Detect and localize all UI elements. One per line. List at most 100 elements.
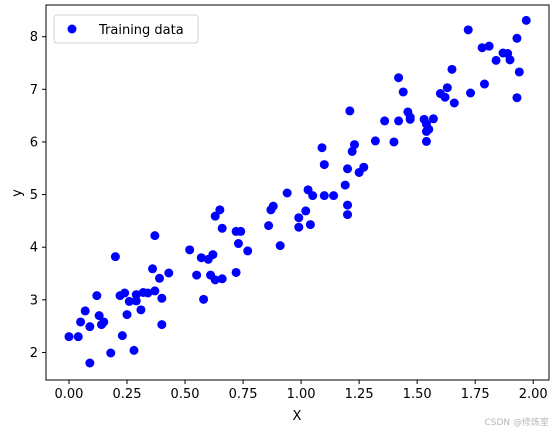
data-points [64,15,531,368]
data-point [99,317,109,327]
data-point [110,252,120,262]
data-point [92,291,102,301]
data-point [308,191,318,201]
data-point [233,239,243,249]
data-point [345,106,355,116]
data-point [106,348,116,358]
watermark-text: CSDN @修炼室 [484,416,549,428]
data-point [282,188,292,198]
x-tick-label: 0.50 [171,387,200,402]
data-point [264,221,274,231]
data-point [421,136,431,146]
data-point [405,114,415,124]
data-point [477,43,487,53]
data-point [347,146,357,156]
data-point [343,210,353,220]
data-point [394,73,404,83]
data-point [449,98,459,108]
data-point [319,160,329,170]
data-point [217,223,227,233]
data-point [122,310,132,320]
data-point [64,332,74,342]
data-point [359,162,369,172]
data-point [319,191,329,201]
data-point [294,213,304,223]
data-point [512,93,522,103]
data-point [131,290,141,300]
data-point [317,143,327,153]
data-point [505,55,515,65]
data-point [76,317,86,327]
data-point [343,164,353,174]
data-point [343,200,353,210]
data-point [268,201,278,211]
data-point [340,180,350,190]
data-point [73,332,83,342]
data-point [398,87,408,97]
data-point [124,296,134,306]
data-point [143,288,153,298]
data-point [329,191,339,201]
data-point [442,83,452,93]
x-tick-label: 0.00 [55,387,84,402]
data-point [215,205,225,215]
legend: Training data [53,14,199,44]
x-tick-label: 1.00 [287,387,316,402]
data-point [120,288,130,298]
data-point [301,206,311,216]
data-point [394,116,404,126]
data-point [463,25,473,35]
x-tick-label: 0.25 [113,387,142,402]
data-point [370,136,380,146]
legend-box [53,14,199,44]
data-point [150,231,160,241]
data-point [192,270,202,280]
y-tick-label: 2 [30,346,38,361]
data-point [275,241,285,251]
data-point [155,273,165,283]
data-point [484,41,494,51]
data-point [150,286,160,296]
data-point [210,211,220,221]
data-point [349,140,359,150]
data-point [512,33,522,43]
data-point [129,345,139,355]
data-point [447,64,457,74]
legend-marker [67,24,77,34]
data-point [424,124,434,134]
data-point [294,222,304,232]
x-tick-label: 2.00 [519,387,548,402]
y-axis-label: y [10,189,25,197]
y-tick-label: 8 [30,30,38,45]
y-tick-label: 5 [30,188,38,203]
data-point [440,92,450,102]
data-point [117,331,127,341]
data-point [514,67,524,77]
data-point [479,79,489,89]
legend-label: Training data [98,23,184,38]
data-point [305,220,315,230]
x-axis-ticks: 0.00 0.25 0.50 0.75 1.00 1.25 1.50 1.75 2.00 [55,380,548,402]
data-point [466,88,476,98]
data-point [131,296,141,306]
x-axis-label: X [293,409,302,424]
data-point [380,116,390,126]
data-point [428,114,438,124]
plot-area [46,5,549,380]
data-point [80,306,90,316]
y-tick-label: 4 [30,241,38,256]
data-point [85,322,95,332]
data-point [210,275,220,285]
data-point [236,226,246,236]
data-point [217,274,227,284]
y-tick-label: 3 [30,293,38,308]
data-point [157,293,167,303]
data-point [231,267,241,277]
data-point [208,250,218,260]
data-point [157,320,167,330]
y-axis-ticks: 2 3 4 5 6 7 8 [30,30,46,361]
data-point [389,137,399,147]
data-point [243,246,253,256]
